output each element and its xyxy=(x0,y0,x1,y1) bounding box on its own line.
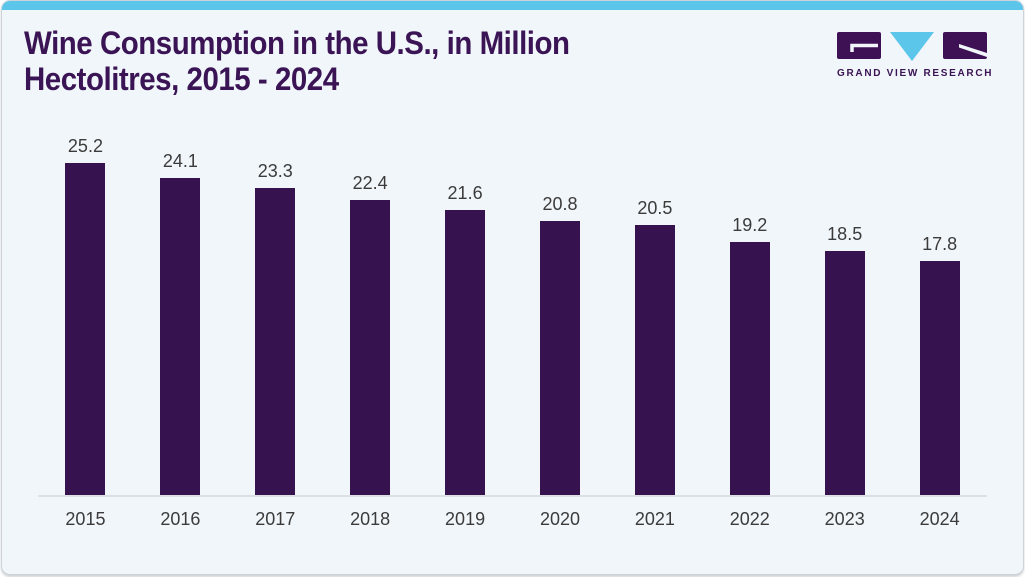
bar-column: 20.5 xyxy=(607,198,702,495)
bar-2024 xyxy=(919,260,960,495)
chart-title: Wine Consumption in the U.S., in Million… xyxy=(24,25,570,97)
x-axis-label-2015: 2015 xyxy=(65,509,106,529)
x-axis-label-2024: 2024 xyxy=(919,509,960,529)
logo-wordmark: GRAND VIEW RESEARCH xyxy=(837,68,994,79)
bar-value-label: 19.2 xyxy=(732,215,768,236)
bar-2019 xyxy=(445,210,486,495)
bar-value-label: 22.4 xyxy=(352,172,388,193)
bar-chart: 25.2 24.1 23.3 22.4 21.6 20.8 20.5 19.2 18.5 17.8… xyxy=(38,133,987,530)
grand-view-research-logo: GRAND VIEW RESEARCH xyxy=(837,31,994,79)
bar-2015 xyxy=(65,163,106,495)
bar-2023 xyxy=(824,251,865,495)
bar-2020 xyxy=(539,220,580,495)
bar-column: 19.2 xyxy=(702,215,797,495)
bar-2021 xyxy=(634,224,675,495)
bar-2016 xyxy=(160,177,201,495)
bar-column: 21.6 xyxy=(418,183,513,495)
x-axis-label-2019: 2019 xyxy=(445,509,486,529)
bar-value-label: 20.5 xyxy=(637,197,673,218)
x-axis-line xyxy=(38,495,987,497)
bar-column: 20.8 xyxy=(513,194,608,495)
bar-value-label: 25.2 xyxy=(67,136,103,156)
bar-column: 22.4 xyxy=(323,173,418,495)
chart-title-line2: Hectolitres, 2015 - 2024 xyxy=(24,61,339,97)
bar-value-label: 21.6 xyxy=(447,183,483,204)
header: Wine Consumption in the U.S., in Million… xyxy=(2,10,1023,97)
chart-title-line1: Wine Consumption in the U.S., in Million xyxy=(24,25,570,61)
x-axis-label-2022: 2022 xyxy=(729,509,770,529)
bar-column: 17.8 xyxy=(892,233,987,495)
bar-value-label: 24.1 xyxy=(162,150,198,171)
bar-2018 xyxy=(350,199,391,495)
bar-column: 24.1 xyxy=(133,150,228,495)
bar-column: 18.5 xyxy=(797,224,892,495)
bar-column: 25.2 xyxy=(38,136,133,495)
bar-column: 23.3 xyxy=(228,161,323,495)
accent-strip xyxy=(2,1,1023,10)
bar-value-label: 20.8 xyxy=(542,193,578,214)
x-axis-label-2023: 2023 xyxy=(824,509,865,529)
x-axis-label-2017: 2017 xyxy=(255,509,296,529)
bar-2022 xyxy=(729,242,770,495)
bar-value-label: 23.3 xyxy=(257,161,293,182)
x-axis-label-2016: 2016 xyxy=(160,509,201,529)
x-axis-labels: 2015 2016 2017 2018 2019 2020 2021 2022 2023 2024 xyxy=(38,509,987,530)
bar-value-label: 18.5 xyxy=(827,224,863,245)
bars-row: 25.2 24.1 23.3 22.4 21.6 20.8 20.5 19.2 18.5 17.8 xyxy=(38,133,987,495)
gvr-logo-icon xyxy=(837,32,987,61)
bar-value-label: 17.8 xyxy=(922,233,958,254)
x-axis-label-2018: 2018 xyxy=(350,509,391,529)
bar-2017 xyxy=(255,188,296,495)
x-axis-label-2021: 2021 xyxy=(634,509,675,529)
x-axis-label-2020: 2020 xyxy=(539,509,580,529)
